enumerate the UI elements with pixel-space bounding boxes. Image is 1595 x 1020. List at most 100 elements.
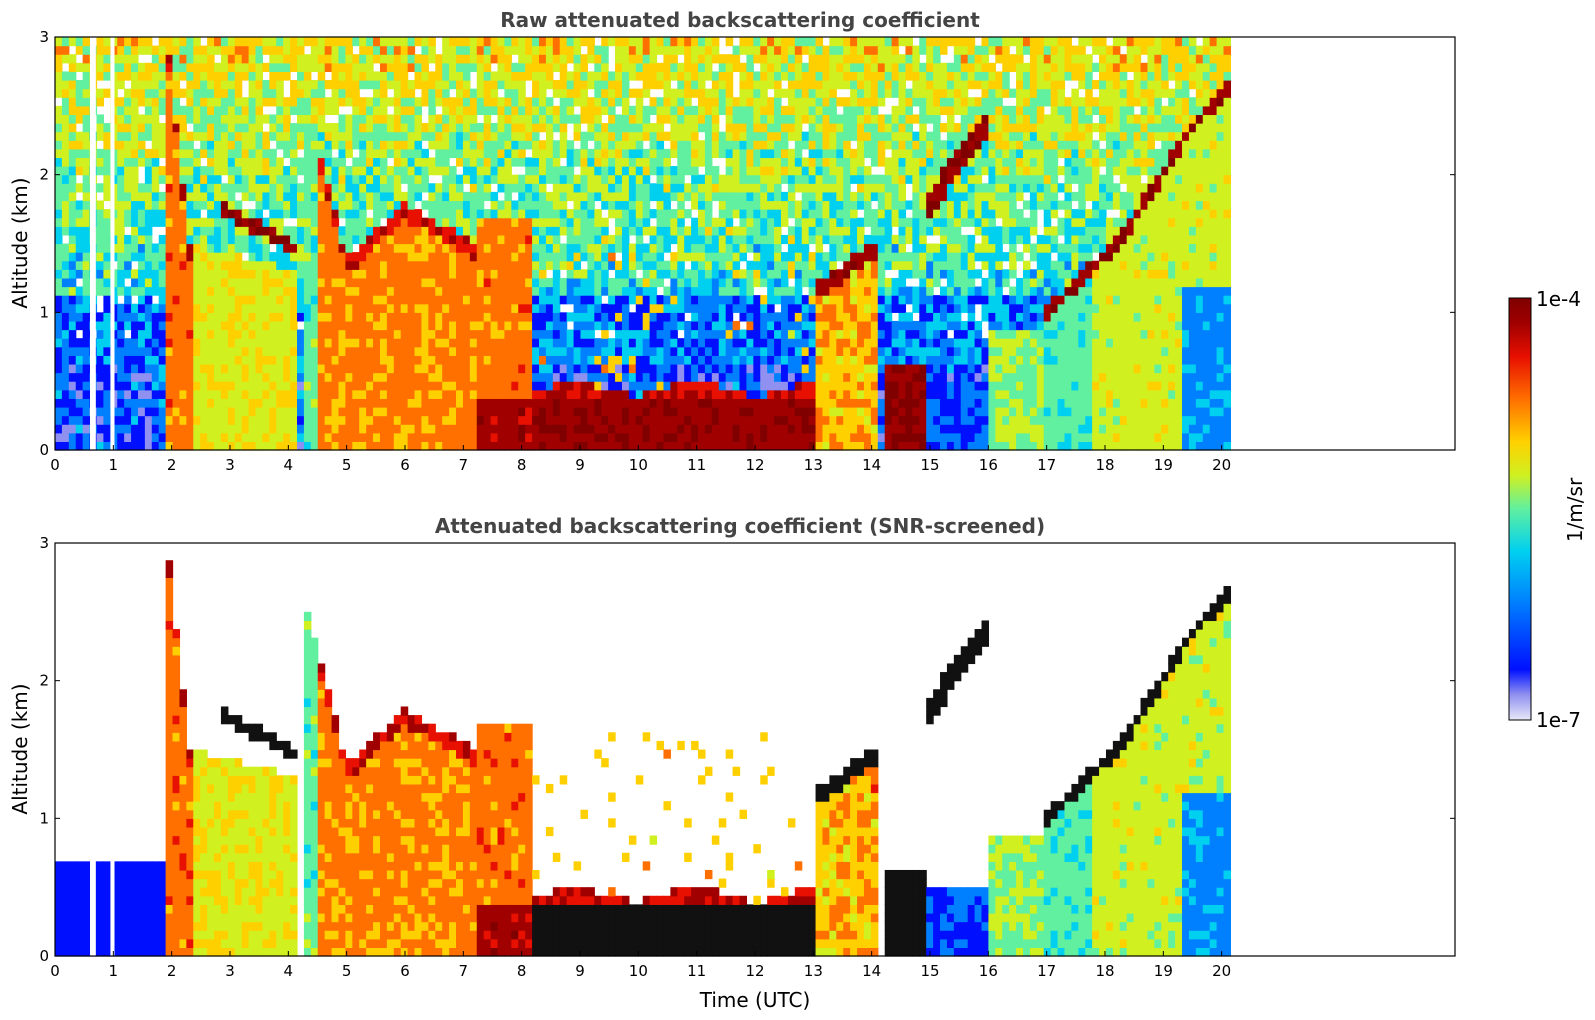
heatmap-cell: [462, 226, 471, 236]
heatmap-cell: [691, 346, 699, 356]
heatmap-cell: [801, 346, 810, 356]
heatmap-cell: [608, 183, 616, 193]
heatmap-cell: [746, 62, 754, 73]
heatmap-cell: [179, 88, 187, 98]
heatmap-cell: [746, 381, 754, 391]
heatmap-cell: [621, 217, 630, 227]
heatmap-cell: [428, 209, 436, 219]
heatmap-cell: [808, 252, 817, 262]
heatmap-cell: [670, 226, 678, 236]
heatmap-cell: [594, 157, 602, 167]
heatmap-cell: [511, 62, 519, 73]
heatmap-cell: [68, 217, 77, 227]
heatmap-cell: [525, 71, 533, 81]
heatmap-cell: [587, 183, 595, 193]
heatmap-cell: [234, 286, 243, 296]
heatmap-cell: [158, 37, 167, 47]
heatmap-cell: [615, 372, 623, 382]
heatmap-cell: [462, 424, 471, 434]
heatmap-cell: [469, 88, 478, 98]
heatmap-cell: [539, 406, 547, 417]
heatmap-cell: [456, 441, 464, 451]
heatmap-cell: [483, 415, 492, 425]
heatmap-cell: [621, 123, 630, 133]
heatmap-cell: [234, 226, 243, 236]
heatmap-cell: [276, 37, 284, 47]
heatmap-cell: [310, 260, 319, 270]
heatmap-cell: [442, 320, 450, 331]
heatmap-cell: [490, 415, 499, 425]
heatmap-cell: [601, 415, 609, 425]
heatmap-cell: [414, 441, 423, 451]
heatmap-cell: [179, 406, 187, 417]
heatmap-cell: [359, 54, 367, 64]
heatmap-cell: [393, 54, 402, 64]
heatmap-cell: [545, 363, 554, 374]
heatmap-cell: [753, 424, 761, 434]
heatmap-cell: [801, 338, 810, 348]
heatmap-cell: [490, 303, 499, 313]
heatmap-cell: [483, 209, 492, 219]
heatmap-cell: [290, 441, 298, 451]
heatmap-cell: [137, 234, 146, 245]
heatmap-cell: [193, 157, 201, 167]
heatmap-cell: [262, 88, 270, 98]
heatmap-cell: [193, 398, 201, 408]
heatmap-cell: [767, 363, 775, 374]
heatmap-cell: [103, 312, 111, 322]
heatmap-cell: [55, 243, 63, 253]
heatmap-cell: [227, 277, 236, 288]
heatmap-cell: [262, 355, 270, 365]
heatmap-cell: [172, 269, 181, 279]
heatmap-cell: [61, 114, 70, 124]
heatmap-cell: [691, 312, 699, 322]
heatmap-cell: [290, 45, 298, 55]
heatmap-cell: [366, 166, 374, 176]
heatmap-cell: [677, 269, 685, 279]
heatmap-cell: [393, 303, 402, 313]
heatmap-cell: [767, 406, 775, 417]
heatmap-cell: [580, 71, 588, 81]
heatmap-cell: [476, 140, 485, 150]
heatmap-cell: [552, 114, 561, 124]
heatmap-cell: [704, 183, 713, 193]
heatmap-cell: [421, 71, 429, 81]
heatmap-cell: [462, 398, 471, 408]
heatmap-cell: [801, 303, 810, 313]
heatmap-cell: [172, 243, 181, 253]
heatmap-cell: [400, 320, 409, 331]
heatmap-cell: [649, 277, 658, 288]
heatmap-cell: [635, 157, 644, 167]
heatmap-cell: [82, 286, 91, 296]
heatmap-cell: [767, 166, 775, 176]
heatmap-cell: [559, 406, 568, 417]
heatmap-cell: [594, 312, 602, 322]
heatmap-cell: [248, 105, 257, 116]
heatmap-cell: [234, 114, 243, 124]
heatmap-cell: [780, 424, 789, 434]
heatmap-cell: [82, 355, 91, 365]
heatmap-cell: [456, 217, 464, 227]
heatmap-cell: [248, 363, 257, 374]
heatmap-cell: [172, 183, 181, 193]
heatmap-cell: [428, 432, 436, 442]
heatmap-cell: [262, 243, 270, 253]
heatmap-cell: [193, 54, 201, 64]
heatmap-cell: [539, 217, 547, 227]
heatmap-cell: [677, 415, 685, 425]
heatmap-cell: [739, 381, 748, 391]
heatmap-cell: [324, 217, 333, 227]
heatmap-cell: [594, 88, 602, 98]
heatmap-cell: [442, 269, 450, 279]
heatmap-cell: [373, 346, 381, 356]
heatmap-cell: [61, 424, 70, 434]
heatmap-cell: [366, 37, 374, 47]
heatmap-cell: [663, 398, 671, 408]
heatmap-cell: [801, 415, 810, 425]
heatmap-cell: [248, 398, 257, 408]
heatmap-cell: [124, 209, 132, 219]
heatmap-cell: [739, 37, 748, 47]
heatmap-cell: [732, 260, 741, 270]
heatmap-cell: [61, 226, 70, 236]
heatmap-cell: [68, 320, 77, 331]
